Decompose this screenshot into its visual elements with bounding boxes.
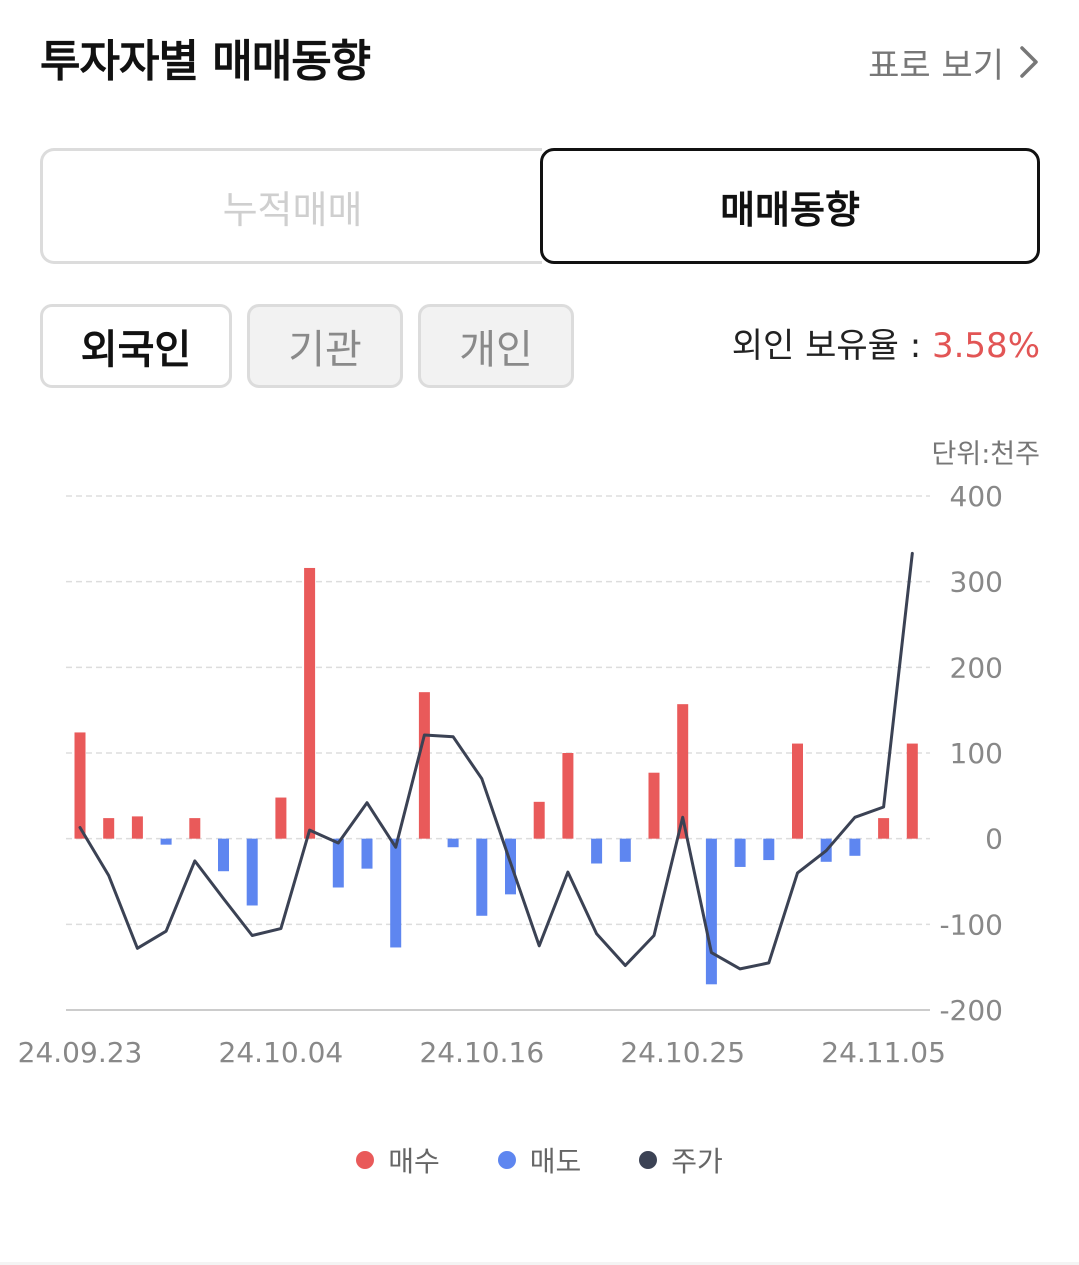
x-tick-label: 24.09.23 — [18, 1036, 143, 1069]
foreign-holding-ratio: 외인 보유율 : 3.58% — [732, 318, 1040, 367]
unit-label: 단위:천주 — [931, 439, 1040, 470]
sell-bar — [160, 838, 172, 845]
buy-bar — [677, 704, 689, 839]
investor-tab-foreign[interactable]: 외국인 — [40, 304, 232, 388]
sell-bar — [476, 838, 488, 916]
buy-bar — [275, 797, 287, 839]
y-tick-label: -100 — [939, 908, 1003, 941]
buy-bar — [131, 816, 143, 839]
sell-bar — [591, 838, 603, 864]
y-tick-label: 100 — [950, 737, 1003, 770]
view-as-table-label: 표로 보기 — [868, 45, 1004, 86]
foreign-holding-value: 3.58% — [931, 326, 1040, 366]
buy-bar — [533, 801, 545, 839]
buy-bar — [74, 732, 86, 839]
sell-bar — [390, 838, 402, 948]
legend-label-price: 주가 — [671, 1145, 723, 1178]
legend-label-sell: 매도 — [529, 1145, 582, 1178]
investor-tab-individual[interactable]: 개인 — [418, 304, 574, 388]
buy-bar — [189, 818, 201, 839]
y-tick-label: 400 — [950, 480, 1003, 513]
sell-bar — [332, 838, 344, 888]
x-tick-label: 24.10.04 — [219, 1036, 344, 1069]
view-as-table-link[interactable]: 표로 보기 — [868, 30, 1040, 94]
sell-bar — [246, 838, 258, 906]
page-title: 투자자별 매매동향 — [40, 36, 371, 87]
bottom-divider — [0, 1262, 1079, 1265]
sell-bar — [619, 838, 631, 862]
buy-bar — [792, 743, 803, 839]
buy-bar — [878, 818, 890, 839]
buy-bar — [906, 743, 918, 839]
trading-trend-chart: 400 300 200 100 0 -100 -200 24.09.23 24.10.04 24.… — [18, 480, 1003, 1069]
tab-trading-trend[interactable]: 매매동향 — [540, 148, 1040, 264]
investor-tab-institution[interactable]: 기관 — [247, 304, 403, 388]
legend-item-price[interactable]: 주가 — [639, 1140, 723, 1180]
legend-item-sell[interactable]: 매도 — [497, 1140, 582, 1180]
buy-bar — [103, 818, 115, 839]
x-tick-label: 24.10.25 — [620, 1036, 745, 1069]
buy-bar — [418, 692, 430, 839]
sell-bar — [734, 838, 746, 867]
view-mode-toggle: 누적매매 매매동향 — [40, 148, 1040, 264]
price-line — [78, 551, 914, 971]
sell-bar — [361, 838, 373, 869]
sell-bar — [447, 838, 459, 848]
sell-bar — [849, 838, 861, 856]
chart-legend: 매수 매도 주가 — [0, 1140, 1079, 1180]
buy-bar — [304, 567, 316, 839]
chevron-right-icon — [1020, 46, 1038, 78]
y-tick-label: 200 — [950, 651, 1003, 684]
legend-label-buy: 매수 — [388, 1145, 440, 1178]
x-tick-label: 24.10.16 — [419, 1036, 544, 1069]
legend-dot-sell — [497, 1151, 516, 1169]
legend-item-buy[interactable]: 매수 — [356, 1140, 440, 1180]
buy-bar — [648, 772, 660, 839]
foreign-holding-label: 외인 보유율 : — [731, 326, 932, 366]
y-tick-label: -200 — [939, 994, 1003, 1027]
buy-bar — [562, 753, 574, 839]
header: 투자자별 매매동향 표로 보기 — [40, 30, 1040, 94]
tab-cumulative-trading[interactable]: 누적매매 — [40, 148, 542, 264]
legend-dot-price — [639, 1151, 658, 1169]
y-tick-label: 300 — [950, 566, 1003, 599]
sell-bar — [218, 838, 229, 872]
x-tick-label: 24.11.05 — [821, 1036, 946, 1069]
y-tick-label: 0 — [985, 823, 1003, 856]
sell-bar — [705, 838, 717, 985]
legend-dot-buy — [356, 1151, 375, 1169]
sell-bar — [763, 838, 775, 861]
